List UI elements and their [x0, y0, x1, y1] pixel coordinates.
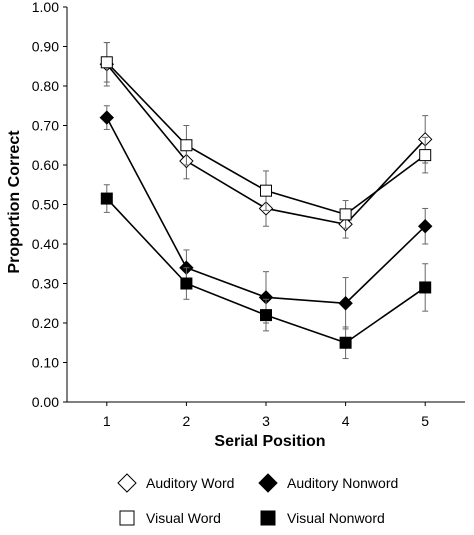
- y-tick-label: 0.10: [32, 355, 59, 371]
- x-tick-labels: 1 2 3 4 5: [103, 413, 429, 429]
- x-tick-label: 4: [342, 413, 350, 429]
- y-axis-title: Proportion Correct: [6, 130, 23, 274]
- data-point-visual-word: [100, 56, 113, 69]
- series-visual-word: [100, 42, 432, 229]
- y-tick-labels: 0.00 0.10 0.20 0.30 0.40 0.50 0.60 0.70 0.80 0.90…: [32, 0, 59, 410]
- y-tick-label: 0.00: [32, 394, 59, 410]
- legend-marker: [260, 510, 276, 526]
- legend-item-auditory-word: Auditory Word: [117, 473, 234, 493]
- data-point-visual-nonword: [180, 277, 193, 290]
- legend-item-visual-word: Visual Word: [119, 510, 221, 526]
- data-point-visual-word: [339, 208, 352, 221]
- axes: [63, 6, 465, 406]
- data-point-auditory-nonword: [417, 219, 433, 234]
- series-layer: [99, 42, 433, 360]
- legend-marker: [258, 473, 278, 493]
- y-tick-label: 0.90: [32, 39, 59, 55]
- y-tick-label: 0.20: [32, 315, 59, 331]
- legend-marker: [119, 510, 135, 526]
- data-point-visual-nonword: [339, 336, 352, 349]
- legend-label: Auditory Word: [146, 475, 234, 491]
- series-visual-nonword: [100, 184, 432, 360]
- data-point-visual-word: [419, 149, 432, 162]
- legend: Auditory Word Auditory Nonword Visual Word…: [117, 473, 398, 526]
- y-tick-label: 0.70: [32, 118, 59, 134]
- legend-label: Visual Nonword: [287, 510, 385, 526]
- data-point-auditory-nonword: [338, 296, 353, 311]
- y-tick-label: 0.50: [32, 197, 59, 213]
- legend-item-auditory-nonword: Auditory Nonword: [258, 473, 398, 493]
- legend-label: Auditory Nonword: [287, 475, 398, 491]
- data-point-visual-word: [180, 139, 193, 152]
- legend-label: Visual Word: [146, 510, 221, 526]
- y-tick-label: 0.60: [32, 157, 59, 173]
- y-tick-label: 0.40: [32, 236, 59, 252]
- x-tick-label: 1: [103, 413, 111, 429]
- x-axis-title: Serial Position: [214, 433, 325, 450]
- series-auditory-nonword: [99, 105, 433, 330]
- y-tick-label: 0.80: [32, 78, 59, 94]
- legend-marker: [117, 473, 137, 493]
- x-tick-label: 5: [421, 413, 429, 429]
- y-tick-label: 1.00: [32, 0, 59, 15]
- legend-item-visual-nonword: Visual Nonword: [260, 510, 385, 526]
- data-point-visual-word: [260, 184, 272, 197]
- data-point-visual-nonword: [260, 309, 272, 322]
- data-point-auditory-nonword: [99, 110, 115, 125]
- x-tick-label: 3: [262, 413, 270, 429]
- x-tick-label: 2: [183, 413, 191, 429]
- data-point-visual-nonword: [419, 281, 432, 294]
- y-tick-label: 0.30: [32, 276, 59, 292]
- data-point-visual-nonword: [100, 192, 113, 205]
